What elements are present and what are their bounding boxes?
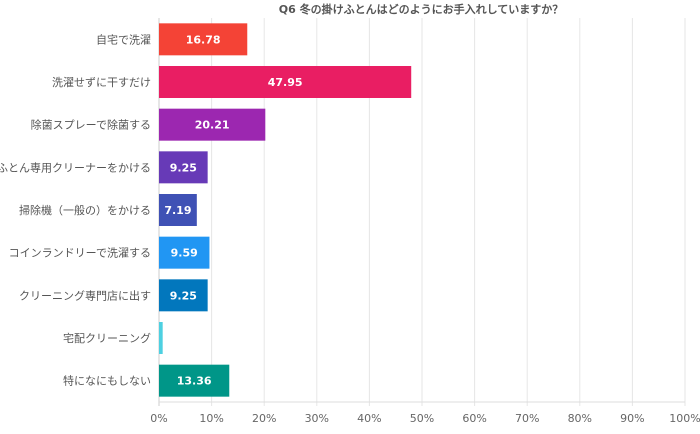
bar [159,364,230,397]
x-tick-label: 0% [150,412,167,425]
bar [159,279,208,312]
bar [159,236,210,269]
x-tick-label: 40% [357,412,381,425]
category-label: 洗濯せずに干すだけ [52,76,151,89]
category-label: 除菌スプレーで除菌する [31,118,151,132]
category-label: 宅配クリーニング [63,331,151,345]
category-label: 掃除機（一般の）をかける [19,203,151,217]
bar [159,151,208,184]
x-tick-label: 80% [568,412,592,425]
bar [159,66,412,98]
category-label: 特になにもしない [63,374,151,388]
x-tick-label: 10% [199,412,223,425]
x-tick-label: 30% [305,412,329,425]
x-tick-label: 50% [410,412,434,425]
bar [159,23,248,56]
data-label: 9.25 [170,289,197,302]
x-tick-label: 60% [462,412,486,425]
x-tick-label: 20% [252,412,276,425]
data-label: 9.59 [171,247,198,260]
data-label: 20.21 [195,119,230,132]
data-label: 7.19 [164,204,191,217]
x-tick-label: 70% [515,412,539,425]
data-label: 47.95 [268,76,303,89]
category-label: ふとん専用クリーナーをかける [0,161,151,174]
data-label: 16.78 [186,33,221,46]
bar [159,322,163,354]
category-label: 自宅で洗濯 [96,32,151,46]
x-tick-label: 90% [620,412,644,425]
bar [159,108,266,141]
category-label: コインランドリーで洗濯する [9,247,151,260]
category-label: クリーニング専門店に出す [19,288,151,302]
data-label: 13.36 [177,375,212,388]
chart-title: Q6 冬の掛けふとんはどのようにお手入れしていますか？ [279,2,564,16]
bar [159,194,197,226]
x-tick-label: 100% [669,412,700,425]
data-label: 9.25 [170,161,197,174]
